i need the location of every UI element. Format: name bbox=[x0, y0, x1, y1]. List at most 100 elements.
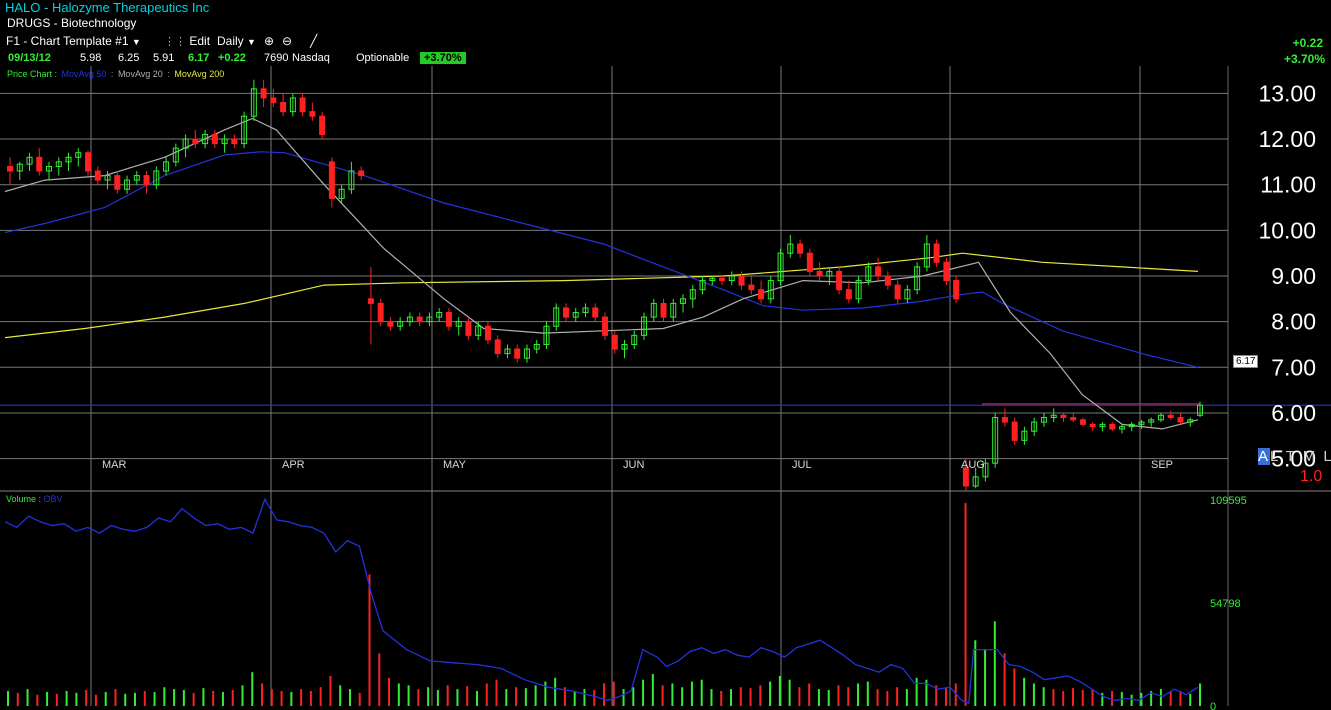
symbol-title: HALO - Halozyme Therapeutics Inc bbox=[5, 0, 210, 15]
price-axis-label: 12.00 bbox=[1258, 126, 1316, 152]
quote-volume: 7690 bbox=[264, 52, 289, 64]
candle-body bbox=[309, 111, 316, 117]
candle-body bbox=[602, 316, 608, 336]
quote-close: 6.17 bbox=[188, 52, 210, 64]
candle-body bbox=[787, 243, 794, 254]
candle-body bbox=[943, 261, 950, 282]
edit-button[interactable]: ⋮⋮ Edit bbox=[164, 34, 210, 48]
zoom-out-icon[interactable]: ⊖ bbox=[282, 34, 293, 48]
candle-body bbox=[1050, 414, 1057, 419]
candle-body bbox=[767, 280, 774, 300]
price-axis-label: 11.00 bbox=[1260, 172, 1316, 198]
quote-bar: 09/13/12 5.98 6.25 5.91 6.17 +0.22 7690 … bbox=[8, 52, 488, 66]
candle-body bbox=[475, 325, 482, 336]
candle-body bbox=[328, 161, 335, 199]
candle-body bbox=[562, 307, 569, 318]
candle-body bbox=[592, 307, 599, 318]
template-dropdown[interactable]: F1 - Chart Template #1 ▼ bbox=[6, 34, 141, 48]
altml-toggle[interactable]: AL T M L bbox=[1258, 448, 1331, 465]
edit-label: Edit bbox=[189, 34, 211, 48]
candle-body bbox=[94, 170, 101, 181]
candle-body bbox=[514, 348, 521, 359]
candle-body bbox=[572, 312, 579, 318]
candle-body bbox=[133, 175, 140, 181]
candle-body bbox=[182, 138, 189, 149]
candle-body bbox=[416, 316, 423, 323]
legend-ma20: MovAvg 20 bbox=[117, 69, 163, 79]
volume-axis-label: 54798 bbox=[1210, 598, 1241, 610]
month-label: JUN bbox=[623, 459, 644, 471]
candle-body bbox=[865, 266, 872, 282]
period-dropdown[interactable]: Daily ▼ bbox=[217, 34, 256, 48]
quote-change: +0.22 bbox=[218, 52, 246, 64]
candle-body bbox=[1040, 417, 1047, 423]
month-label: JUL bbox=[792, 459, 812, 471]
price-axis-label: 13.00 bbox=[1258, 80, 1316, 106]
candle-body bbox=[153, 170, 160, 186]
quote-date: 09/13/12 bbox=[8, 52, 51, 64]
volume-legend: Volume : OBV bbox=[6, 494, 63, 504]
candle-body bbox=[1109, 423, 1116, 430]
candle-body bbox=[7, 165, 13, 172]
right-pct-change: +3.70% bbox=[1283, 52, 1325, 66]
period-label: Daily bbox=[217, 34, 244, 48]
candle-body bbox=[260, 88, 267, 99]
pct-change-badge: +3.70% bbox=[420, 52, 466, 64]
candle-body bbox=[962, 467, 969, 487]
candle-body bbox=[611, 334, 618, 350]
candle-body bbox=[1021, 430, 1028, 441]
candle-body bbox=[836, 270, 843, 291]
candle-body bbox=[465, 321, 472, 336]
candle-body bbox=[36, 156, 43, 172]
candle-body bbox=[1099, 423, 1106, 428]
candle-body bbox=[855, 280, 862, 300]
candle-body bbox=[358, 170, 365, 177]
candle-body bbox=[192, 138, 199, 145]
volume-axis-label: 0 bbox=[1210, 701, 1216, 710]
candle-body bbox=[221, 138, 228, 145]
candle-body bbox=[26, 156, 33, 165]
volume-axis-label: 109595 bbox=[1210, 495, 1247, 507]
quote-low: 5.91 bbox=[153, 52, 175, 64]
draw-line-icon[interactable]: ╱ bbox=[310, 34, 318, 48]
candle-body bbox=[797, 243, 804, 254]
legend-price: Price Chart : bbox=[7, 69, 58, 79]
candle-body bbox=[738, 275, 745, 286]
price-axis-label: 6.00 bbox=[1271, 400, 1316, 426]
quote-exchange: Nasdaq bbox=[292, 52, 330, 64]
month-label: MAR bbox=[102, 459, 127, 471]
candle-body bbox=[163, 161, 170, 172]
right-change: +0.22 bbox=[1292, 36, 1323, 50]
candle-body bbox=[1031, 421, 1038, 432]
candle-body bbox=[289, 97, 296, 113]
candle-body bbox=[504, 348, 511, 355]
candle-body bbox=[523, 348, 530, 359]
candle-body bbox=[1011, 421, 1018, 441]
candle-body bbox=[621, 343, 628, 350]
candle-body bbox=[1001, 417, 1008, 423]
month-label: MAY bbox=[443, 459, 467, 471]
candle-body bbox=[172, 147, 179, 163]
candle-body bbox=[426, 316, 433, 323]
legend-ma200: MovAvg 200 bbox=[174, 69, 225, 79]
month-label: SEP bbox=[1151, 459, 1173, 471]
candle-body bbox=[748, 284, 755, 291]
legend-ma50: MovAvg 50 bbox=[61, 69, 107, 79]
candle-body bbox=[680, 298, 687, 304]
candle-body bbox=[1079, 419, 1086, 425]
candle-body bbox=[124, 179, 131, 190]
zoom-in-icon[interactable]: ⊕ bbox=[264, 34, 275, 48]
chevron-down-icon: ▼ bbox=[131, 37, 141, 47]
candle-body bbox=[1128, 423, 1135, 428]
candle-body bbox=[114, 175, 121, 190]
candle-body bbox=[1157, 414, 1164, 421]
candle-body bbox=[397, 321, 404, 327]
candle-body bbox=[777, 252, 784, 282]
price-axis-label: 10.00 bbox=[1258, 217, 1316, 243]
candle-body bbox=[709, 277, 716, 282]
candle-body bbox=[104, 175, 111, 181]
candle-body bbox=[55, 161, 62, 167]
month-label: APR bbox=[282, 459, 305, 471]
quote-high: 6.25 bbox=[118, 52, 140, 64]
